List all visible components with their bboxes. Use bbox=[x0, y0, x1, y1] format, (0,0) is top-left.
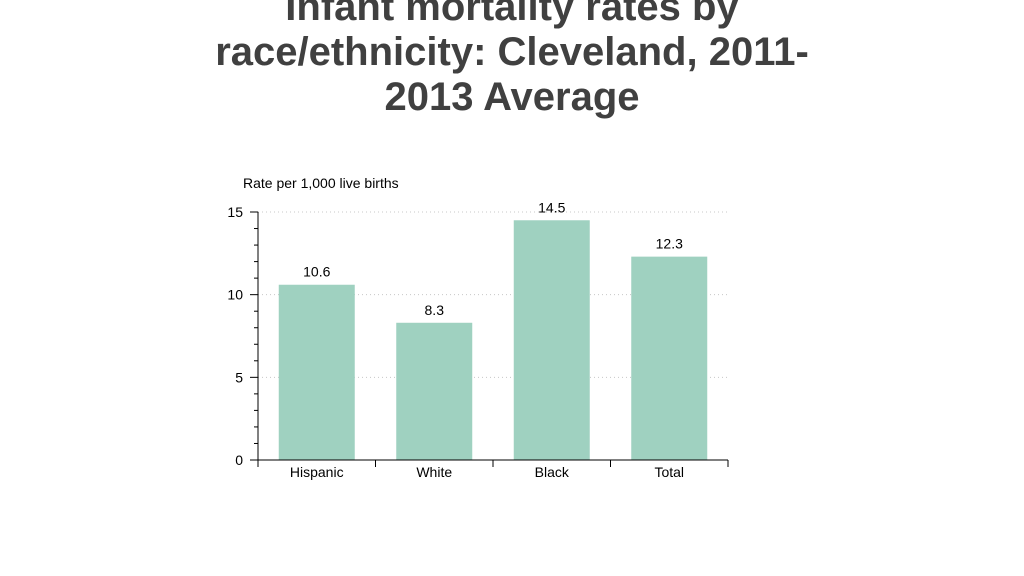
bar-white bbox=[396, 322, 473, 460]
labels: 10.6 Hispanic 8.3 White 14.5 Black 12.3 Total 0 5… bbox=[227, 199, 684, 480]
y-tick-label: 10 bbox=[227, 287, 243, 303]
slide-title-line-2: race/ethnicity: Cleveland, 2011- bbox=[215, 30, 809, 74]
y-tick-label: 5 bbox=[235, 369, 243, 385]
value-label: 10.6 bbox=[303, 264, 330, 280]
value-label: 8.3 bbox=[425, 302, 445, 318]
y-tick-label: 0 bbox=[235, 452, 243, 468]
value-label: 12.3 bbox=[656, 236, 683, 252]
x-tick-label: Hispanic bbox=[290, 464, 344, 480]
x-tick-label: White bbox=[416, 464, 452, 480]
y-tick-label: 15 bbox=[227, 204, 243, 220]
bar-total bbox=[631, 256, 708, 460]
x-tick-label: Total bbox=[654, 464, 684, 480]
bars bbox=[278, 220, 708, 460]
bar-hispanic bbox=[278, 284, 355, 460]
value-label: 14.5 bbox=[538, 199, 565, 215]
y-axis-title: Rate per 1,000 live births bbox=[243, 175, 399, 191]
x-tick-label: Black bbox=[535, 464, 570, 480]
slide-title-line-3: 2013 Average bbox=[384, 75, 640, 119]
bar-black bbox=[513, 220, 590, 460]
slide-title: Infant mortality rates by race/ethnicity… bbox=[112, 0, 912, 120]
slide-title-line-1: Infant mortality rates by bbox=[285, 0, 739, 29]
axes bbox=[250, 211, 729, 467]
